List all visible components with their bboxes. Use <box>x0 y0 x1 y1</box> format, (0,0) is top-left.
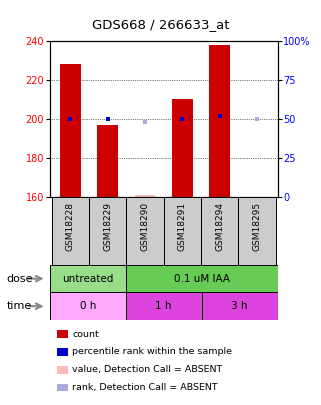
Text: 0 h: 0 h <box>80 301 96 311</box>
Bar <box>210 45 230 197</box>
Text: time: time <box>6 301 32 311</box>
Bar <box>60 64 81 197</box>
Bar <box>57 330 68 338</box>
Bar <box>57 384 68 392</box>
Bar <box>126 292 202 320</box>
Bar <box>89 197 126 265</box>
Text: 1 h: 1 h <box>155 301 172 311</box>
Text: GSM18295: GSM18295 <box>253 202 262 252</box>
Bar <box>97 125 118 197</box>
Text: GDS668 / 266633_at: GDS668 / 266633_at <box>92 18 229 31</box>
Bar <box>172 99 193 197</box>
Text: 3 h: 3 h <box>231 301 248 311</box>
Bar <box>126 197 164 265</box>
Text: rank, Detection Call = ABSENT: rank, Detection Call = ABSENT <box>72 383 218 392</box>
Bar <box>135 195 155 197</box>
Text: percentile rank within the sample: percentile rank within the sample <box>72 347 232 356</box>
Bar <box>126 265 278 292</box>
Bar <box>57 366 68 374</box>
Text: count: count <box>72 330 99 339</box>
Text: GSM18290: GSM18290 <box>141 202 150 252</box>
Bar <box>239 197 276 265</box>
Text: GSM18291: GSM18291 <box>178 202 187 252</box>
Bar <box>57 348 68 356</box>
Bar <box>202 292 278 320</box>
Text: GSM18229: GSM18229 <box>103 202 112 251</box>
Text: untreated: untreated <box>62 274 113 284</box>
Text: value, Detection Call = ABSENT: value, Detection Call = ABSENT <box>72 365 222 374</box>
Bar <box>50 265 126 292</box>
Text: 0.1 uM IAA: 0.1 uM IAA <box>174 274 230 284</box>
Text: GSM18228: GSM18228 <box>66 202 75 251</box>
Bar <box>52 197 89 265</box>
Bar <box>50 292 126 320</box>
Bar <box>164 197 201 265</box>
Text: GSM18294: GSM18294 <box>215 202 224 251</box>
Text: dose: dose <box>6 274 33 284</box>
Bar <box>201 197 239 265</box>
